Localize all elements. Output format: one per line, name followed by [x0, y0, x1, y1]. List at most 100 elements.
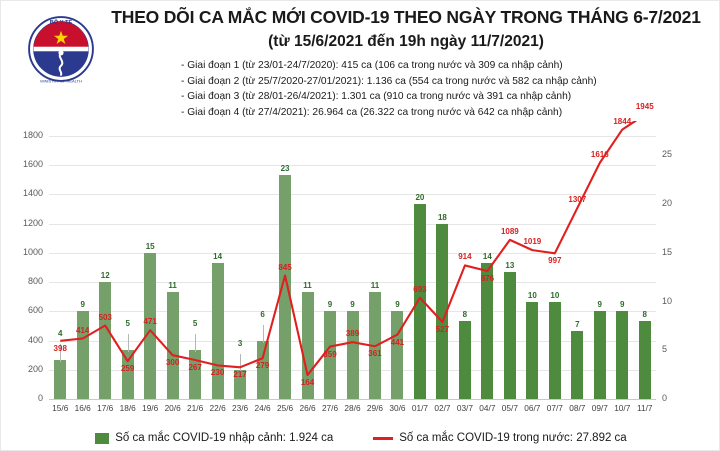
line-data-labels: 398 414 503 259 471 300 267 230 217 279 845 164 359 3… [1, 102, 720, 421]
bar [548, 301, 561, 399]
line-data-label: 389 [345, 329, 360, 339]
bar [503, 272, 516, 399]
svg-text:MINISTRY OF HEALTH: MINISTRY OF HEALTH [40, 78, 82, 83]
bar [54, 360, 67, 399]
y-axis-left-tick: 200 [27, 363, 43, 374]
bar-data-label: 12 [100, 271, 110, 281]
bar-data-label: 5 [125, 319, 130, 329]
line-data-label: 359 [323, 349, 337, 359]
x-axis-tick: 24/6 [254, 403, 271, 413]
x-axis: 15/6 16/6 17/6 18/6 19/6 20/6 21/6 22/6 23/6 24/6… [1, 121, 720, 421]
bar [279, 174, 292, 399]
legend-item-imported: Số ca mắc COVID-19 nhập cảnh: 1.924 ca [95, 432, 333, 444]
x-axis-tick: 05/7 [501, 403, 518, 413]
line-data-label: 997 [548, 256, 562, 266]
x-axis-tick: 26/6 [299, 403, 316, 413]
bar-data-label: 11 [303, 280, 312, 290]
gridline [49, 194, 656, 196]
chart-header: BỘ Y TẾ MINISTRY OF HEALTH THEO DÕI CA M… [1, 1, 720, 121]
x-axis-tick: 06/7 [524, 403, 541, 413]
line-data-label: 267 [188, 362, 202, 372]
bar-data-label: 4 [58, 329, 63, 339]
bar-data-label: 13 [505, 261, 515, 271]
bar-data-label: 9 [350, 300, 355, 310]
bar [413, 204, 426, 399]
bar-data-label: 9 [395, 300, 400, 310]
line-data-label: 1019 [523, 237, 542, 247]
line-data-label: 503 [98, 312, 112, 322]
x-axis-tick: 02/7 [434, 403, 451, 413]
x-axis-tick: 19/6 [142, 403, 159, 413]
x-axis-tick: 08/7 [569, 403, 586, 413]
gridline [49, 252, 656, 254]
y-axis-left-tick: 1800 [22, 130, 43, 140]
bar [526, 301, 539, 399]
bar-data-label: 8 [462, 310, 468, 320]
line-data-label: 1616 [590, 149, 609, 159]
gridline [49, 282, 656, 284]
bar-data-label: 20 [415, 193, 425, 203]
bar [121, 350, 134, 399]
x-axis-tick: 21/6 [187, 403, 204, 413]
x-axis-tick: 03/7 [456, 403, 473, 413]
x-axis-tick: 30/6 [389, 403, 406, 413]
line-data-label: 230 [210, 368, 225, 378]
x-axis-tick: 20/6 [164, 403, 181, 413]
bar [324, 311, 337, 399]
x-axis-tick: 17/6 [97, 403, 114, 413]
y-axis-right-tick: 15 [662, 246, 673, 257]
bar-data-label: 14 [482, 251, 492, 261]
bar [256, 340, 269, 399]
y-axis-right-tick: 25 [662, 149, 673, 160]
y-axis-left-tick: 1600 [22, 159, 43, 170]
line-data-label: 1089 [500, 226, 519, 236]
bar-data-label: 9 [327, 300, 333, 310]
line-data-label: 217 [233, 370, 247, 380]
line-data-label: 279 [255, 361, 270, 371]
gridline [49, 399, 656, 400]
bar [166, 291, 179, 399]
line-data-label: 1307 [568, 195, 587, 205]
line-data-label: 914 [458, 252, 472, 262]
bar-data-label: 7 [575, 319, 580, 329]
line-data-label: 1844 [613, 116, 632, 126]
label-leader-line [195, 334, 197, 353]
phase-line-1: - Giai đoạn 1 (từ 23/01-24/7/2020): 415 … [181, 60, 563, 71]
chart-legend: Số ca mắc COVID-19 nhập cảnh: 1.924 ca S… [1, 425, 720, 451]
bar-data-label: 23 [280, 163, 290, 173]
bar-data-label: 9 [597, 300, 602, 310]
legend-label-domestic: Số ca mắc COVID-19 trong nước: 27.892 ca [399, 432, 627, 444]
bar [346, 311, 359, 399]
bar [189, 350, 202, 399]
gridline [49, 136, 656, 137]
x-axis-tick: 25/6 [276, 403, 294, 413]
line-data-label: 361 [368, 349, 382, 359]
x-axis-tick: 10/7 [614, 403, 631, 413]
line-data-label: 259 [120, 364, 135, 374]
label-leader-line [60, 344, 62, 363]
bar [571, 330, 584, 399]
bar [638, 321, 651, 399]
phase-line-4: - Giai đoạn 4 (từ 27/4/2021): 26.964 ca … [181, 106, 563, 118]
x-axis-tick: 23/6 [232, 403, 249, 413]
legend-label-imported: Số ca mắc COVID-19 nhập cảnh: 1.924 ca [115, 432, 334, 444]
line-path [60, 121, 638, 377]
title-block: THEO DÕI CA MẮC MỚI COVID-19 THEO NGÀY T… [101, 7, 711, 51]
line-data-label: 527 [435, 324, 450, 334]
bar-data-label: 11 [168, 280, 177, 290]
x-axis-tick: 29/6 [366, 403, 384, 413]
gridline [49, 165, 656, 167]
line-data-label: 414 [76, 325, 90, 335]
x-axis-tick: 15/6 [52, 403, 69, 413]
line-series-layer [60, 121, 638, 377]
legend-bar-swatch-icon [95, 432, 110, 444]
phase-summary-list: - Giai đoạn 1 (từ 23/01-24/7/2020): 415 … [181, 58, 631, 120]
line-data-label: 300 [165, 358, 180, 368]
ministry-of-health-logo-icon: BỘ Y TẾ MINISTRY OF HEALTH [23, 9, 99, 89]
bar [391, 311, 404, 399]
x-axis-tick: 04/7 [479, 403, 496, 413]
y-axis-right-tick: 10 [662, 295, 673, 306]
line-data-label: 164 [300, 378, 315, 388]
y-axis-left-tick: 1400 [22, 188, 43, 199]
bar-data-label: 9 [620, 300, 625, 310]
